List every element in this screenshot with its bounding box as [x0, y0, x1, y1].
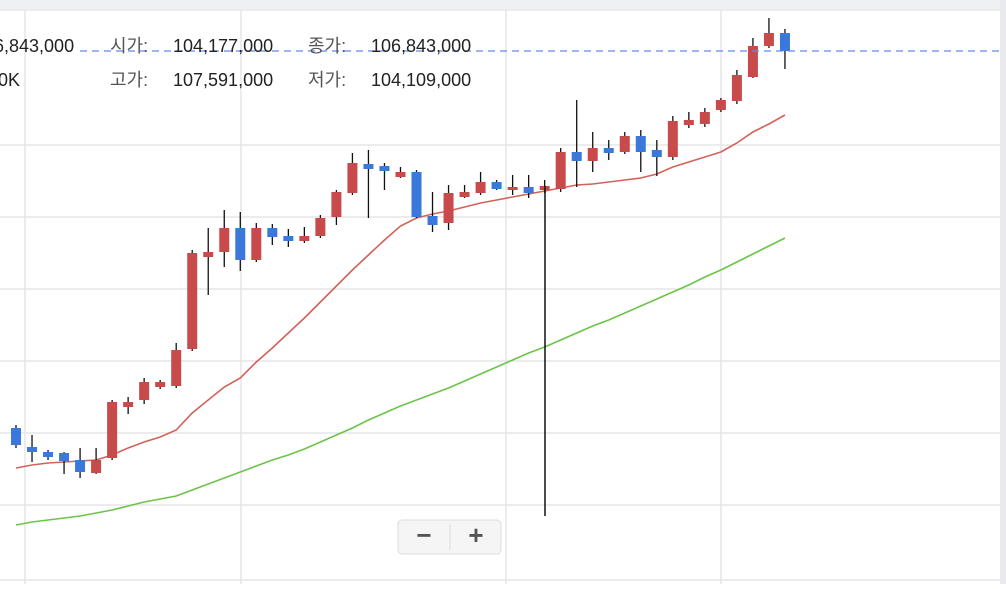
candle-body — [235, 228, 246, 260]
candle-body — [155, 382, 166, 387]
zoom-in-button[interactable]: + — [468, 520, 483, 550]
candle-body — [59, 453, 70, 461]
candle-body — [507, 187, 518, 190]
field-label: 종가: — [308, 36, 346, 56]
moving-average-line — [15, 237, 786, 526]
candle-body — [411, 172, 422, 217]
candle-body — [635, 136, 646, 152]
candle-body — [523, 187, 534, 193]
candle-body — [763, 33, 774, 46]
candle-body — [363, 164, 374, 169]
candle-body — [619, 136, 630, 152]
candle-body — [651, 150, 662, 157]
candle-body — [315, 218, 326, 236]
candle-body — [731, 75, 742, 101]
right-border — [1000, 0, 1006, 584]
candle-body — [251, 228, 262, 260]
candle-body — [139, 382, 150, 400]
candle-body — [699, 112, 710, 124]
field-value: 104,109,000 — [371, 70, 471, 90]
partial-value: 6,843,000 — [0, 36, 74, 56]
candle-body — [11, 428, 21, 445]
candle-body — [267, 228, 278, 237]
candle-body — [347, 163, 358, 193]
zoom-controls: − + — [397, 519, 502, 555]
candle-body — [299, 236, 310, 241]
partial-value: 0K — [0, 70, 20, 90]
field-value: 104,177,000 — [173, 36, 273, 56]
candle-body — [171, 350, 182, 386]
candle-body — [571, 152, 582, 161]
candle-body — [747, 46, 758, 77]
candle-body — [443, 193, 454, 223]
candle-body — [107, 402, 118, 458]
candle-body — [395, 172, 406, 177]
candle-body — [475, 182, 486, 193]
candle-body — [715, 100, 726, 110]
candle-body — [187, 253, 198, 349]
grid — [0, 9, 1000, 584]
plot — [11, 18, 1000, 526]
candle-body — [603, 148, 614, 153]
candle-body — [587, 148, 598, 161]
candle-body — [75, 460, 86, 472]
candle-body — [27, 447, 38, 452]
candle-body — [203, 252, 214, 257]
candle-body — [91, 460, 102, 473]
candle-body — [779, 33, 790, 51]
candle-body — [219, 228, 230, 252]
candle-body — [123, 402, 134, 407]
field-value: 107,591,000 — [173, 70, 273, 90]
top-strip — [0, 0, 1006, 9]
field-label: 저가: — [308, 70, 346, 90]
candle-body — [459, 192, 470, 197]
candle-body — [43, 452, 54, 457]
candle-body — [379, 166, 390, 171]
ohlc-header: 6,843,000 0K 시가: 104,177,000 종가: 106,843… — [0, 36, 471, 90]
zoom-out-button[interactable]: − — [416, 520, 431, 550]
field-label: 시가: — [110, 36, 148, 56]
candle-body — [683, 120, 694, 125]
field-value: 106,843,000 — [371, 36, 471, 56]
candle-body — [331, 192, 342, 217]
candle-body — [667, 121, 678, 157]
candle-body — [555, 152, 566, 189]
candle-body — [427, 216, 438, 225]
field-label: 고가: — [110, 70, 148, 90]
candle-body — [491, 182, 502, 189]
candle-body — [283, 236, 294, 241]
